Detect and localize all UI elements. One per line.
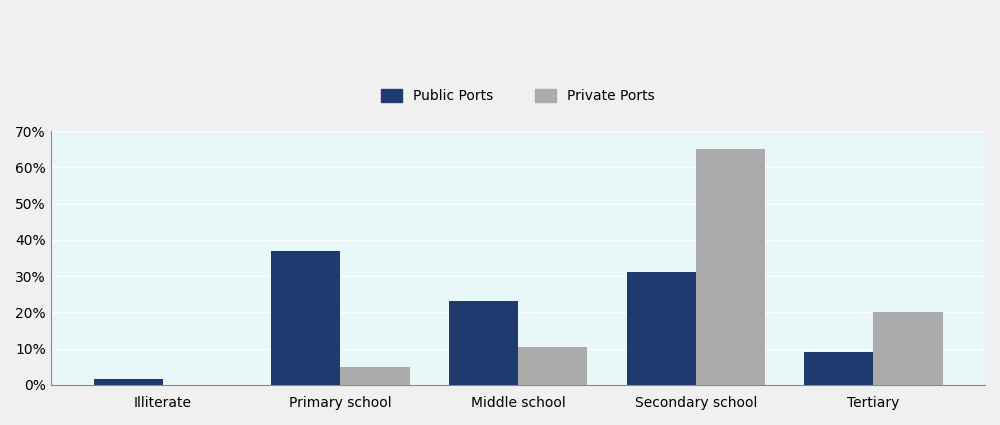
Bar — [94, 380, 163, 385]
Bar — [873, 312, 943, 385]
Bar — [804, 352, 873, 385]
Bar — [340, 367, 410, 385]
Bar — [696, 149, 765, 385]
Legend: Public Ports, Private Ports: Public Ports, Private Ports — [374, 82, 662, 110]
Bar — [449, 301, 518, 385]
Bar — [518, 347, 587, 385]
Bar — [627, 272, 696, 385]
Bar — [271, 251, 340, 385]
